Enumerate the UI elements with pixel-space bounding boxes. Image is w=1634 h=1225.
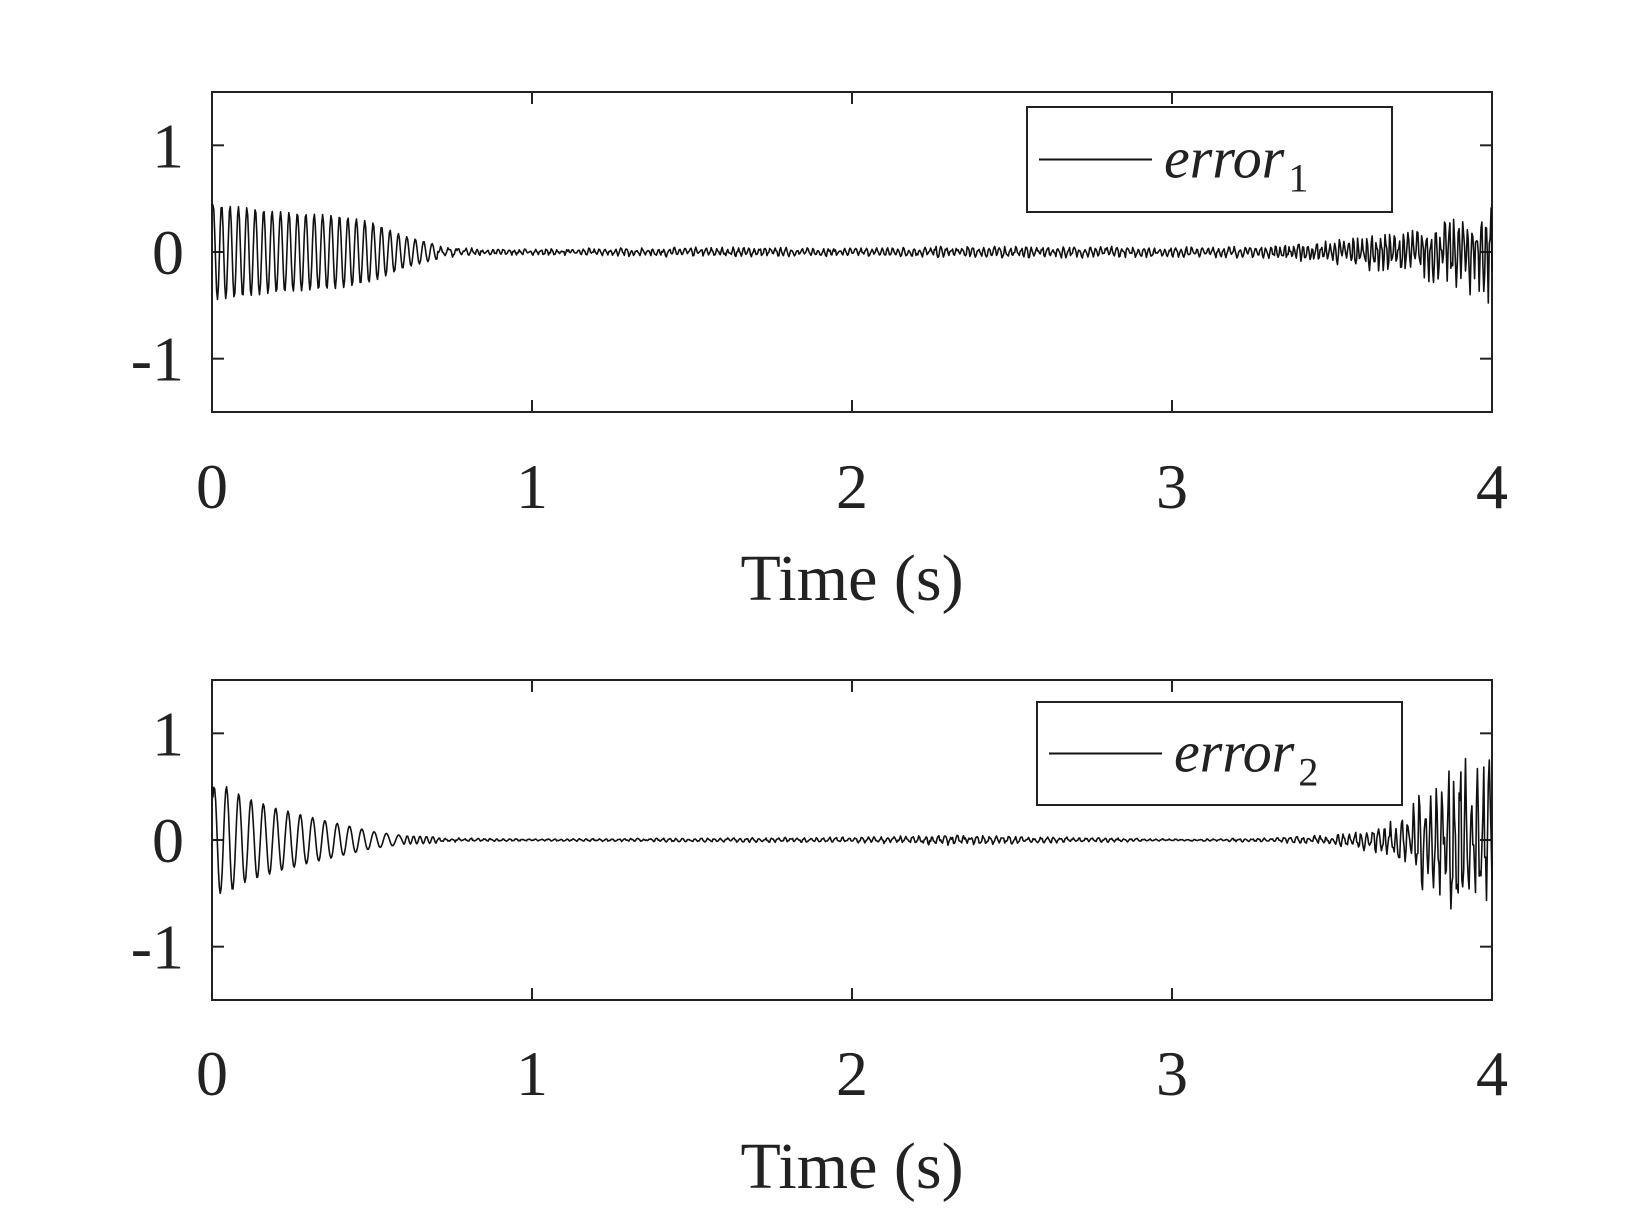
legend: error 1	[1026, 106, 1393, 213]
x-tick-label: 4	[1476, 1038, 1508, 1109]
legend-label: error 2	[1174, 720, 1318, 795]
x-tick-label: 1	[516, 451, 548, 522]
series-line-error-2	[211, 757, 1493, 910]
y-tick-label: -1	[131, 324, 184, 395]
x-tick-label: 3	[1156, 451, 1188, 522]
series-line-error-1	[211, 203, 1493, 304]
legend-label: error 1	[1164, 126, 1308, 201]
y-tick-label: 1	[152, 698, 184, 769]
x-tick-label: 0	[196, 1038, 228, 1109]
x-axis-label: Time (s)	[740, 1130, 963, 1203]
x-tick-label: 2	[836, 451, 868, 522]
x-axis-label: Time (s)	[740, 542, 963, 615]
y-tick-label: -1	[131, 912, 184, 983]
x-tick-label: 2	[836, 1038, 868, 1109]
x-tick-label: 4	[1476, 451, 1508, 522]
legend-label-name: error	[1174, 720, 1295, 785]
legend-label-name: error	[1164, 126, 1285, 191]
legend-label-subscript: 1	[1288, 156, 1308, 201]
y-tick-label: 0	[152, 805, 184, 876]
x-tick-label: 3	[1156, 1038, 1188, 1109]
y-tick-label: 1	[152, 110, 184, 181]
x-tick-label: 0	[196, 451, 228, 522]
legend-label-subscript: 2	[1298, 750, 1318, 795]
y-tick-label: 0	[152, 217, 184, 288]
x-tick-label: 1	[516, 1038, 548, 1109]
legend: error 2	[1036, 701, 1403, 806]
